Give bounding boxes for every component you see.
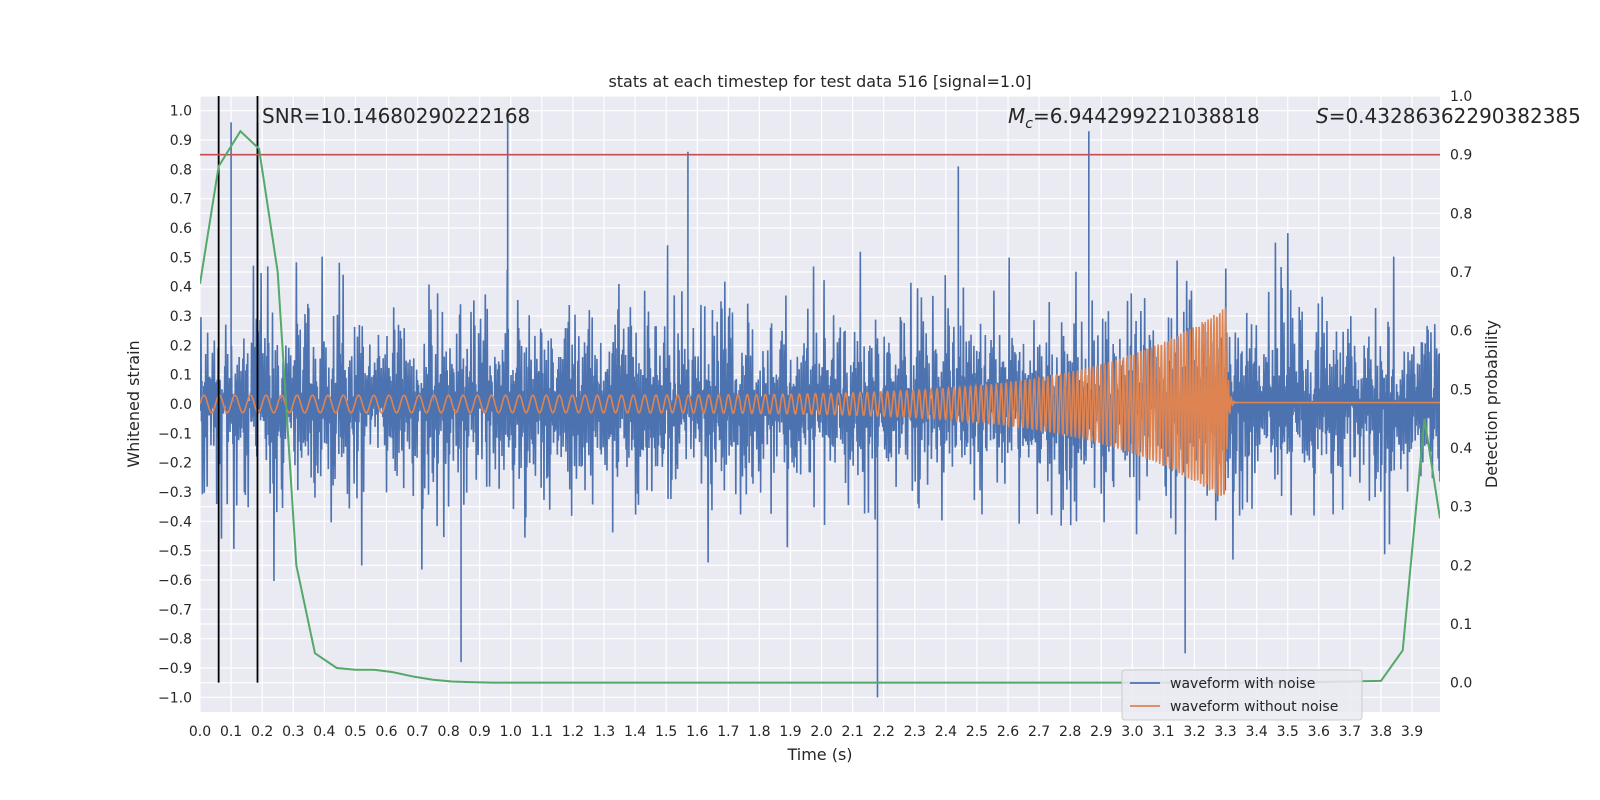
x-tick-label: 0.9 [469, 724, 491, 740]
x-tick-label: 0.2 [251, 724, 273, 740]
y-tick-label: 0.7 [170, 192, 192, 208]
x-tick-label: 3.2 [1183, 724, 1205, 740]
x-tick-label: 3.7 [1339, 724, 1361, 740]
legend-label-clean: waveform without noise [1170, 699, 1338, 715]
legend: waveform with noise waveform without noi… [1121, 669, 1363, 721]
y-tick-label: 0.2 [170, 338, 192, 354]
x-tick-label: 1.1 [531, 724, 553, 740]
x-tick-label: 1.0 [500, 724, 522, 740]
y2-axis-ticks: 1.0 0.9 0.8 0.7 0.6 0.5 0.4 0.3 0.2 0.1 0.0 [1450, 89, 1472, 692]
s-annotation: S=0.43286362290382385 [1316, 104, 1581, 128]
y-tick-label: 0.6 [170, 221, 192, 237]
x-tick-label: 2.6 [997, 724, 1019, 740]
x-tick-label: 3.0 [1121, 724, 1143, 740]
y-tick-label: −0.7 [158, 602, 192, 618]
y-tick-label: −0.8 [158, 632, 192, 648]
chirp-mass-subscript: c [1025, 116, 1033, 132]
y-tick-label: 0.9 [170, 133, 192, 149]
y-tick-label: −0.4 [158, 514, 192, 530]
x-tick-label: 1.7 [717, 724, 739, 740]
x-tick-label: 0.1 [220, 724, 242, 740]
x-tick-label: 3.3 [1214, 724, 1236, 740]
y-tick-label: −0.2 [158, 456, 192, 472]
s-symbol: S [1316, 104, 1329, 128]
x-tick-label: 2.9 [1090, 724, 1112, 740]
y-tick-label: −0.6 [158, 573, 192, 589]
y2-tick-label: 0.3 [1450, 500, 1472, 516]
x-tick-label: 2.7 [1028, 724, 1050, 740]
chirp-mass-annotation: Mc=6.944299221038818 [1008, 104, 1260, 132]
y2-tick-label: 0.9 [1450, 148, 1472, 164]
y-tick-label: 0.8 [170, 162, 192, 178]
x-tick-label: 2.8 [1059, 724, 1081, 740]
y-tick-label: −1.0 [158, 690, 192, 706]
x-tick-label: 1.2 [562, 724, 584, 740]
x-tick-label: 0.4 [313, 724, 335, 740]
y-tick-label: 0.0 [170, 397, 192, 413]
y2-tick-label: 0.8 [1450, 206, 1472, 222]
series-line-waveform-without-noise [200, 307, 1440, 496]
x-tick-label: 1.6 [686, 724, 708, 740]
y-tick-label: 1.0 [170, 104, 192, 120]
x-tick-label: 3.4 [1246, 724, 1268, 740]
y2-tick-label: 0.4 [1450, 441, 1472, 457]
x-tick-label: 0.5 [344, 724, 366, 740]
legend-label-noise: waveform with noise [1170, 676, 1315, 692]
s-value: =0.43286362290382385 [1329, 104, 1581, 128]
x-tick-label: 0.8 [437, 724, 459, 740]
chart-title: stats at each timestep for test data 516… [608, 72, 1031, 91]
x-tick-label: 3.8 [1370, 724, 1392, 740]
x-tick-label: 0.6 [375, 724, 397, 740]
y-axis-ticks: 1.0 0.9 0.8 0.7 0.6 0.5 0.4 0.3 0.2 0.1 0.0 −0.1 −0.… [158, 104, 192, 707]
y2-axis-label: Detection probability [1482, 320, 1501, 488]
x-tick-label: 1.5 [655, 724, 677, 740]
y2-tick-label: 1.0 [1450, 89, 1472, 105]
x-axis-ticks: 0.0 0.1 0.2 0.3 0.4 0.5 0.6 0.7 0.8 0.9 1.0 1.1 1.2 1… [189, 724, 1423, 740]
x-tick-label: 2.2 [873, 724, 895, 740]
x-tick-label: 2.3 [904, 724, 926, 740]
y-tick-label: −0.5 [158, 544, 192, 560]
y-tick-label: −0.1 [158, 426, 192, 442]
y2-tick-label: 0.2 [1450, 558, 1472, 574]
y-tick-label: 0.3 [170, 309, 192, 325]
x-axis-label: Time (s) [786, 745, 852, 764]
x-tick-label: 3.1 [1152, 724, 1174, 740]
x-tick-label: 2.1 [841, 724, 863, 740]
x-tick-label: 2.5 [966, 724, 988, 740]
y-tick-label: 0.5 [170, 250, 192, 266]
y2-tick-label: 0.6 [1450, 324, 1472, 340]
y-tick-label: −0.3 [158, 485, 192, 501]
x-tick-label: 1.8 [748, 724, 770, 740]
y-tick-label: 0.1 [170, 368, 192, 384]
x-tick-label: 3.6 [1308, 724, 1330, 740]
y-tick-label: −0.9 [158, 661, 192, 677]
x-tick-label: 1.4 [624, 724, 646, 740]
legend-box [1121, 669, 1363, 721]
y-axis-label: Whitened strain [124, 340, 143, 467]
chirp-mass-symbol: M [1008, 104, 1025, 128]
y2-tick-label: 0.5 [1450, 382, 1472, 398]
chirp-mass-value: =6.944299221038818 [1033, 104, 1260, 128]
x-tick-label: 0.3 [282, 724, 304, 740]
x-tick-label: 1.9 [779, 724, 801, 740]
x-tick-label: 1.3 [593, 724, 615, 740]
x-tick-label: 0.0 [189, 724, 211, 740]
y-tick-label: 0.4 [170, 280, 192, 296]
y2-tick-label: 0.1 [1450, 617, 1472, 633]
snr-annotation: SNR=10.14680290222168 [262, 104, 530, 128]
y2-tick-label: 0.0 [1450, 676, 1472, 692]
y2-tick-label: 0.7 [1450, 265, 1472, 281]
x-tick-label: 2.4 [935, 724, 957, 740]
x-tick-label: 3.5 [1277, 724, 1299, 740]
x-tick-label: 3.9 [1401, 724, 1423, 740]
x-tick-label: 0.7 [406, 724, 428, 740]
x-tick-label: 2.0 [810, 724, 832, 740]
